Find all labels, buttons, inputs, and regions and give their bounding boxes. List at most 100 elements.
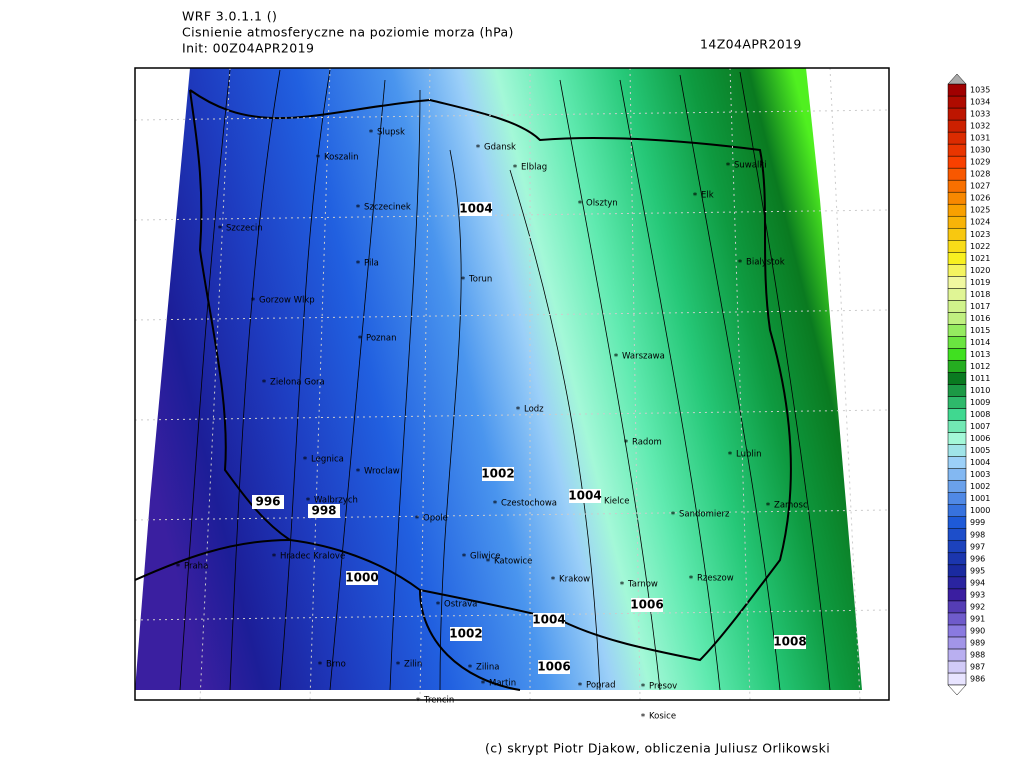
city-label: Sandomierz	[679, 510, 730, 520]
colorbar-swatch	[947, 83, 967, 97]
colorbar-swatch	[947, 480, 967, 493]
contour-label: 1008	[773, 635, 806, 649]
colorbar-label: 1031	[970, 134, 990, 143]
city-marker: *	[486, 558, 491, 568]
city-label: Kielce	[604, 497, 629, 507]
contour-label: 1004	[459, 202, 492, 216]
city-marker: *	[766, 502, 771, 512]
colorbar-swatch	[947, 444, 967, 457]
colorbar-label: 1005	[970, 446, 990, 455]
city-marker: *	[436, 601, 441, 611]
contour-label-box	[538, 660, 570, 674]
colorbar-label: 1020	[970, 266, 990, 275]
contour-label-box	[533, 613, 565, 627]
city-label: Radom	[632, 438, 662, 448]
colorbar-swatch	[947, 264, 967, 277]
colorbar-label: 1013	[970, 350, 990, 359]
colorbar-label: 1028	[970, 170, 990, 179]
contour-label: 1002	[449, 627, 482, 641]
city-label: Elk	[701, 191, 714, 201]
colorbar-swatch	[947, 600, 967, 614]
contour-label-box	[346, 571, 378, 585]
colorbar-label: 1022	[970, 242, 990, 251]
colorbar-swatch	[947, 348, 967, 361]
colorbar-label: 1011	[970, 374, 990, 383]
city-label: Poznan	[366, 334, 396, 344]
contour-label-box	[450, 627, 482, 641]
city-label: Szczecin	[226, 224, 263, 234]
colorbar-label: 1026	[970, 194, 990, 203]
colorbar-label: 1024	[970, 218, 990, 227]
contour-label-box	[308, 504, 340, 518]
city-marker: *	[356, 204, 361, 214]
city-label: Czestochowa	[501, 499, 557, 509]
city-marker: *	[369, 129, 374, 139]
colorbar-swatch	[947, 155, 967, 169]
city-marker: *	[551, 576, 556, 586]
colorbar-label: 999	[970, 518, 985, 527]
colorbar-swatch	[947, 492, 967, 505]
contour-label: 1006	[630, 598, 663, 612]
city-label: Tarnow	[627, 580, 658, 590]
city-marker: *	[516, 406, 521, 416]
city-marker: *	[356, 468, 361, 478]
colorbar-label: 1029	[970, 158, 990, 167]
city-label: Zilina	[476, 663, 500, 673]
city-marker: *	[358, 335, 363, 345]
colorbar-swatch	[947, 408, 967, 421]
city-marker: *	[251, 297, 256, 307]
colorbar-label: 1012	[970, 362, 990, 371]
contour-label-box	[569, 489, 601, 503]
contour-label: 1002	[481, 467, 514, 481]
city-marker: *	[262, 379, 267, 389]
city-marker: *	[316, 154, 321, 164]
city-label: Brno	[326, 660, 346, 670]
contour-label: 1004	[568, 489, 601, 503]
city-label: Krakow	[559, 575, 590, 585]
colorbar-swatch	[947, 143, 967, 157]
colorbar-swatch	[947, 432, 967, 445]
colorbar-swatch	[947, 636, 967, 650]
city-label: Gliwice	[470, 552, 501, 562]
colorbar-label: 993	[970, 590, 985, 599]
colorbar-label: 994	[970, 578, 985, 587]
colorbar-swatch	[947, 660, 967, 674]
colorbar-swatch	[947, 672, 967, 686]
colorbar-label: 1033	[970, 110, 990, 119]
city-label: Walbrzych	[314, 496, 358, 506]
init-time: Init: 00Z04APR2019	[182, 41, 314, 56]
colorbar-label: 1017	[970, 302, 990, 311]
city-label: Kosice	[649, 712, 676, 722]
colorbar-swatch	[947, 119, 967, 133]
colorbar-label: 995	[970, 566, 985, 575]
city-marker: *	[461, 276, 466, 286]
colorbar-label: 1006	[970, 434, 990, 443]
colorbar-swatch	[947, 167, 967, 181]
city-label: Katowice	[494, 557, 532, 567]
colorbar-swatch	[947, 648, 967, 662]
city-marker: *	[272, 553, 277, 563]
colorbar-label: 998	[970, 530, 985, 539]
colorbar-swatch	[947, 203, 967, 217]
city-marker: *	[578, 682, 583, 692]
city-marker: *	[176, 563, 181, 573]
colorbar-swatch	[947, 324, 967, 337]
pressure-field	[135, 68, 862, 690]
city-marker: *	[671, 511, 676, 521]
city-marker: *	[476, 144, 481, 154]
city-label: Legnica	[311, 455, 344, 465]
city-label: Martin	[489, 679, 516, 689]
colorbar-swatch	[947, 372, 967, 385]
city-marker: *	[396, 661, 401, 671]
city-marker: *	[513, 164, 518, 174]
city-marker: *	[462, 553, 467, 563]
colorbar-swatch	[947, 384, 967, 397]
city-marker: *	[318, 661, 323, 671]
colorbar-label: 988	[970, 650, 985, 659]
city-label: Lodz	[524, 405, 544, 415]
city-marker: *	[303, 456, 308, 466]
colorbar-swatch	[947, 215, 967, 229]
city-label: Ostrava	[444, 600, 477, 610]
city-label: Trencin	[423, 696, 454, 706]
colorbar-swatch	[947, 504, 967, 517]
